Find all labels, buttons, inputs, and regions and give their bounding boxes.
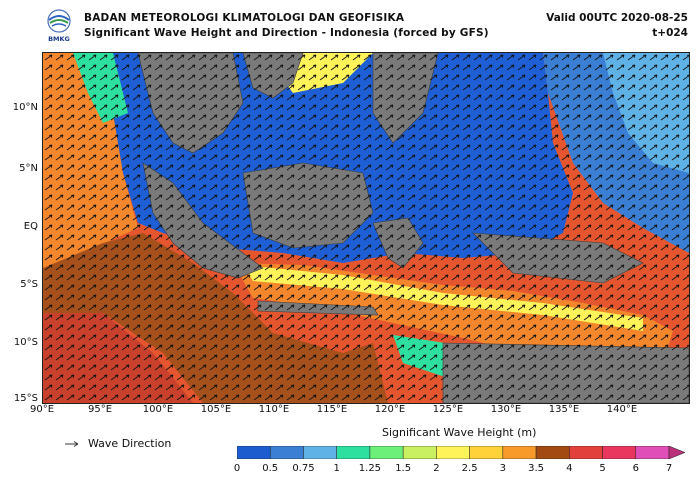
lon-label-135e: 135°E: [548, 404, 580, 415]
wave-direction-label: Wave Direction: [88, 437, 172, 450]
wave-direction-legend: Wave Direction: [64, 437, 171, 450]
colorbar-tick-label: 0: [233, 463, 241, 474]
header: BMKG BADAN METEOROLOGI KLIMATOLOGI DAN G…: [0, 0, 700, 50]
colorbar-segment: [369, 446, 404, 459]
colorbar-tick-label: 7: [665, 463, 673, 474]
lon-label-120e: 120°E: [374, 404, 406, 415]
colorbar-tick-label: 2.5: [461, 463, 478, 474]
org-title: BADAN METEOROLOGI KLIMATOLOGI DAN GEOFIS…: [84, 12, 405, 24]
wave-map: [42, 52, 690, 404]
lat-label-eq: EQ: [23, 221, 38, 232]
arrow-right-icon: [65, 440, 79, 447]
valid-time: Valid 00UTC 2020-08-25: [546, 12, 688, 24]
lat-label-5s: 5°S: [20, 279, 38, 290]
lat-label-10s: 10°S: [13, 337, 38, 348]
lon-label-130e: 130°E: [490, 404, 522, 415]
colorbar-segment: [569, 446, 603, 459]
colorbar-segment: [336, 446, 371, 459]
lat-label-10n: 10°N: [12, 102, 38, 113]
lon-label-100e: 100°E: [142, 404, 174, 415]
colorbar-tick-label: 4: [566, 463, 573, 474]
colorbar-title: Significant Wave Height (m): [382, 426, 537, 439]
lat-label-15s: 15°S: [13, 393, 38, 404]
colorbar-tick-label: 3.5: [528, 463, 545, 474]
colorbar-tick-label: 2: [433, 463, 440, 474]
colorbar-tick-label: 0.75: [292, 463, 315, 474]
colorbar-tick-label: 3: [499, 463, 507, 474]
lon-label-105e: 105°E: [200, 404, 232, 415]
logo-text: BMKG: [48, 35, 70, 43]
colorbar-tick-label: 6: [632, 463, 639, 474]
map-subtitle: Significant Wave Height and Direction - …: [84, 27, 489, 39]
colorbar-extend-arrow: [668, 446, 685, 459]
colorbar-segment: [402, 446, 437, 459]
colorbar-tick-label: 1: [333, 463, 340, 474]
lon-label-115e: 115°E: [316, 404, 348, 415]
colorbar-segment: [535, 446, 570, 459]
wave-map-canvas: [43, 53, 689, 403]
colorbar-segment: [502, 446, 537, 459]
colorbar-segment: [237, 446, 271, 459]
colorbar-tick-label: 5: [599, 463, 606, 474]
colorbar: [237, 446, 685, 459]
forecast-step: t+024: [652, 27, 688, 39]
colorbar-segment: [602, 446, 637, 459]
lon-label-140e: 140°E: [606, 404, 638, 415]
colorbar-tick-label: 1.5: [395, 463, 412, 474]
bmkg-logo-icon: BMKG: [47, 9, 71, 43]
colorbar-segment: [469, 446, 504, 459]
colorbar-segment: [436, 446, 470, 459]
colorbar-segment: [269, 446, 304, 459]
lon-label-95e: 95°E: [87, 404, 113, 415]
colorbar-segment: [635, 446, 670, 459]
colorbar-segment: [303, 446, 337, 459]
colorbar-tick-label: 0.5: [262, 463, 279, 474]
lat-label-5n: 5°N: [19, 163, 38, 174]
lon-label-110e: 110°E: [258, 404, 290, 415]
colorbar-tick-label: 1.25: [358, 463, 382, 474]
lon-label-125e: 125°E: [432, 404, 464, 415]
lon-label-90e: 90°E: [29, 404, 55, 415]
wave-direction-arrows: [43, 53, 689, 403]
